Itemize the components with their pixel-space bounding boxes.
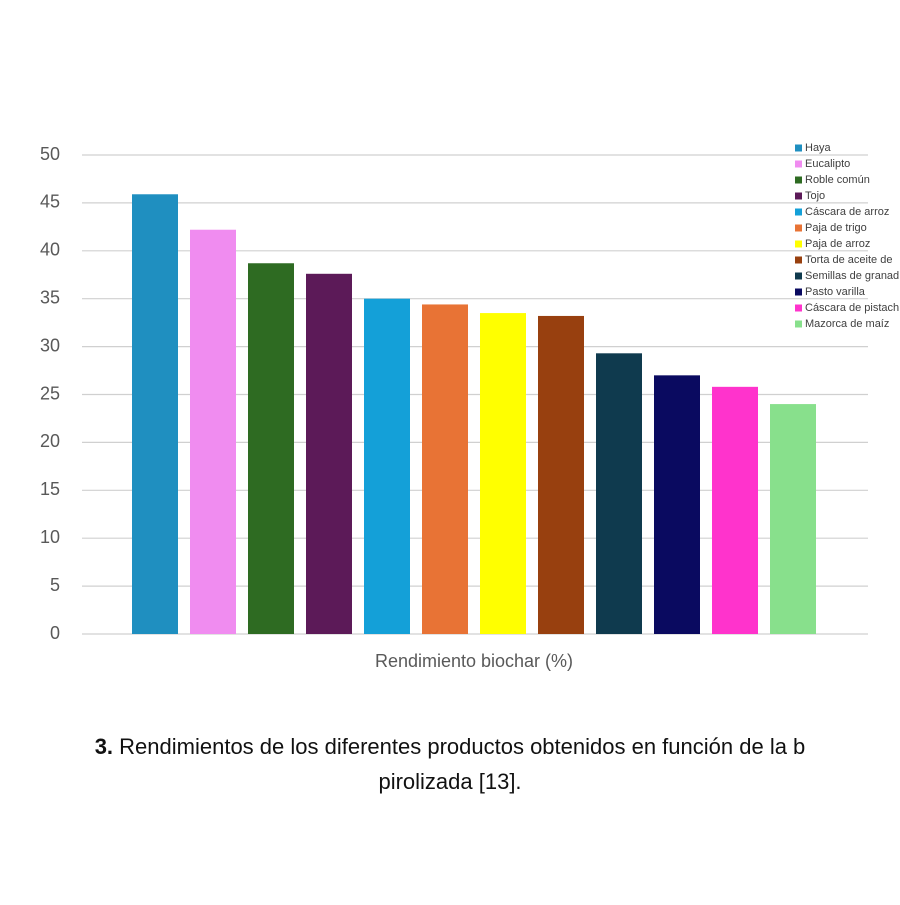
legend-swatch: [795, 224, 802, 232]
legend-swatch: [795, 288, 802, 296]
bar: [132, 194, 178, 634]
bar: [654, 375, 700, 634]
y-tick-label: 40: [40, 240, 60, 260]
y-tick-label: 15: [40, 479, 60, 499]
legend-swatch: [795, 272, 802, 280]
legend-swatch: [795, 192, 802, 200]
y-tick-label: 20: [40, 431, 60, 451]
legend-swatch: [795, 176, 802, 184]
bar: [596, 353, 642, 634]
legend-label: Paja de trigo: [805, 222, 867, 234]
bar: [248, 263, 294, 634]
caption: 3. Rendimientos de los diferentes produc…: [95, 734, 806, 759]
legend-swatch: [795, 144, 802, 152]
bar: [538, 315, 584, 634]
legend-label: Cáscara de arroz: [805, 206, 889, 218]
legend-swatch: [795, 240, 802, 248]
legend-swatch: [795, 256, 802, 264]
caption-line: Rendimientos de los diferentes productos…: [119, 734, 805, 759]
y-tick-label: 35: [40, 287, 60, 307]
x-axis-label: Rendimiento biochar (%): [375, 651, 573, 671]
legend-swatch: [795, 160, 802, 168]
legend-label: Mazorca de maíz: [805, 318, 889, 330]
bar: [190, 229, 236, 634]
y-tick-label: 10: [40, 527, 60, 547]
legend-label: Cáscara de pistach: [805, 302, 899, 314]
legend-label: Pasto varilla: [805, 286, 866, 298]
caption-line: pirolizada [13].: [378, 769, 521, 794]
legend-label: Torta de aceite de: [805, 254, 892, 266]
legend-label: Paja de arroz: [805, 238, 870, 250]
legend-swatch: [795, 208, 802, 216]
bar: [306, 273, 352, 634]
caption-label: 3.: [95, 734, 113, 759]
legend-label: Tojo: [805, 190, 825, 202]
legend-label: Roble común: [805, 174, 870, 186]
y-tick-label: 30: [40, 335, 60, 355]
legend-label: Haya: [805, 142, 832, 154]
y-tick-label: 50: [40, 144, 60, 164]
bar: [364, 298, 410, 634]
legend-swatch: [795, 320, 802, 328]
bar: [770, 404, 816, 634]
legend-label: Eucalipto: [805, 158, 850, 170]
y-tick-label: 0: [50, 623, 60, 643]
bar: [480, 313, 526, 634]
legend-swatch: [795, 304, 802, 312]
legend-label: Semillas de granad: [805, 270, 899, 282]
y-tick-label: 45: [40, 192, 60, 212]
bar: [712, 386, 758, 634]
y-tick-label: 5: [50, 575, 60, 595]
bar: [422, 304, 468, 634]
y-tick-label: 25: [40, 383, 60, 403]
